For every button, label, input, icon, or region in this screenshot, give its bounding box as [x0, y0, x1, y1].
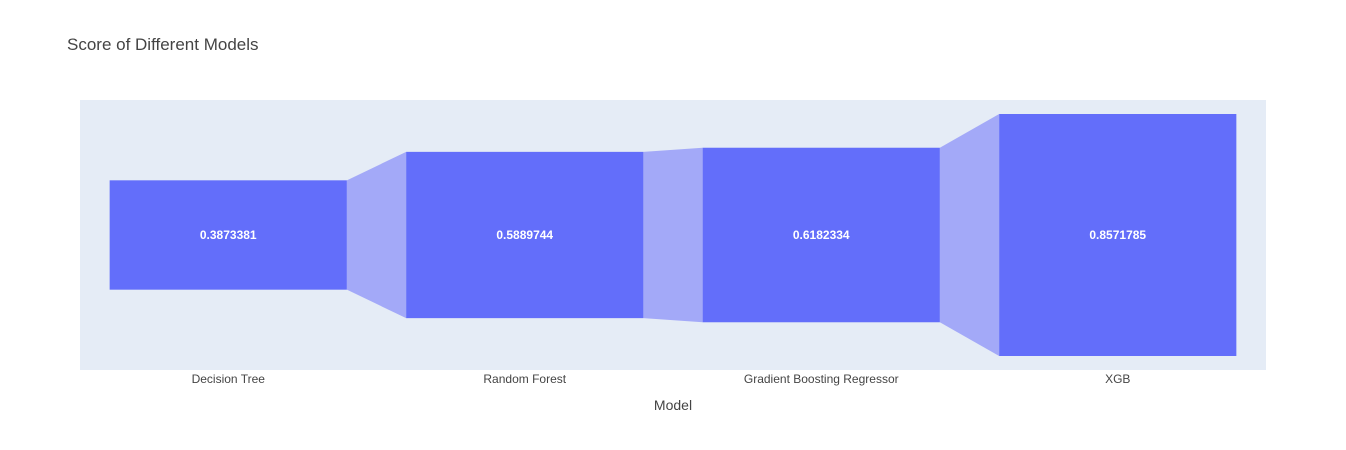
funnel-connector — [939, 114, 1000, 356]
funnel-connector — [643, 147, 703, 323]
x-axis-title: Model — [654, 397, 692, 413]
x-tick-label: XGB — [1105, 372, 1130, 386]
funnel-bar[interactable] — [406, 151, 644, 319]
funnel-bars — [109, 114, 1237, 356]
funnel-value-label: 0.8571785 — [1089, 228, 1146, 242]
funnel-bar[interactable] — [999, 114, 1237, 356]
funnel-value-label: 0.5889744 — [496, 228, 553, 242]
x-tick-label: Decision Tree — [192, 372, 266, 386]
funnel-connectors — [346, 114, 1000, 356]
funnel-connector — [346, 151, 407, 319]
x-tick-label: Gradient Boosting Regressor — [744, 372, 899, 386]
x-axis-tick-labels: Decision Tree Random Forest Gradient Boost… — [192, 372, 1131, 386]
funnel-value-labels: 0.3873381 0.5889744 0.6182334 0.8571785 — [200, 228, 1147, 242]
funnel-value-label: 0.3873381 — [200, 228, 257, 242]
funnel-bar[interactable] — [109, 180, 347, 290]
chart-title: Score of Different Models — [67, 35, 259, 54]
x-tick-label: Random Forest — [483, 372, 566, 386]
funnel-bar[interactable] — [702, 147, 940, 323]
funnel-value-label: 0.6182334 — [793, 228, 850, 242]
